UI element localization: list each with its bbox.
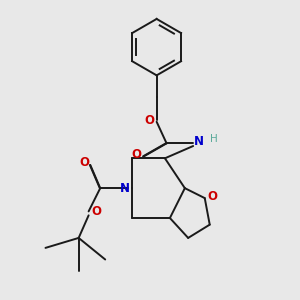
Text: O: O [144,114,154,127]
Text: O: O [91,205,101,218]
Text: O: O [79,156,89,169]
Text: N: N [194,135,204,148]
Text: N: N [119,182,130,195]
Text: O: O [131,148,141,161]
Text: O: O [207,190,217,203]
Text: H: H [210,134,218,144]
